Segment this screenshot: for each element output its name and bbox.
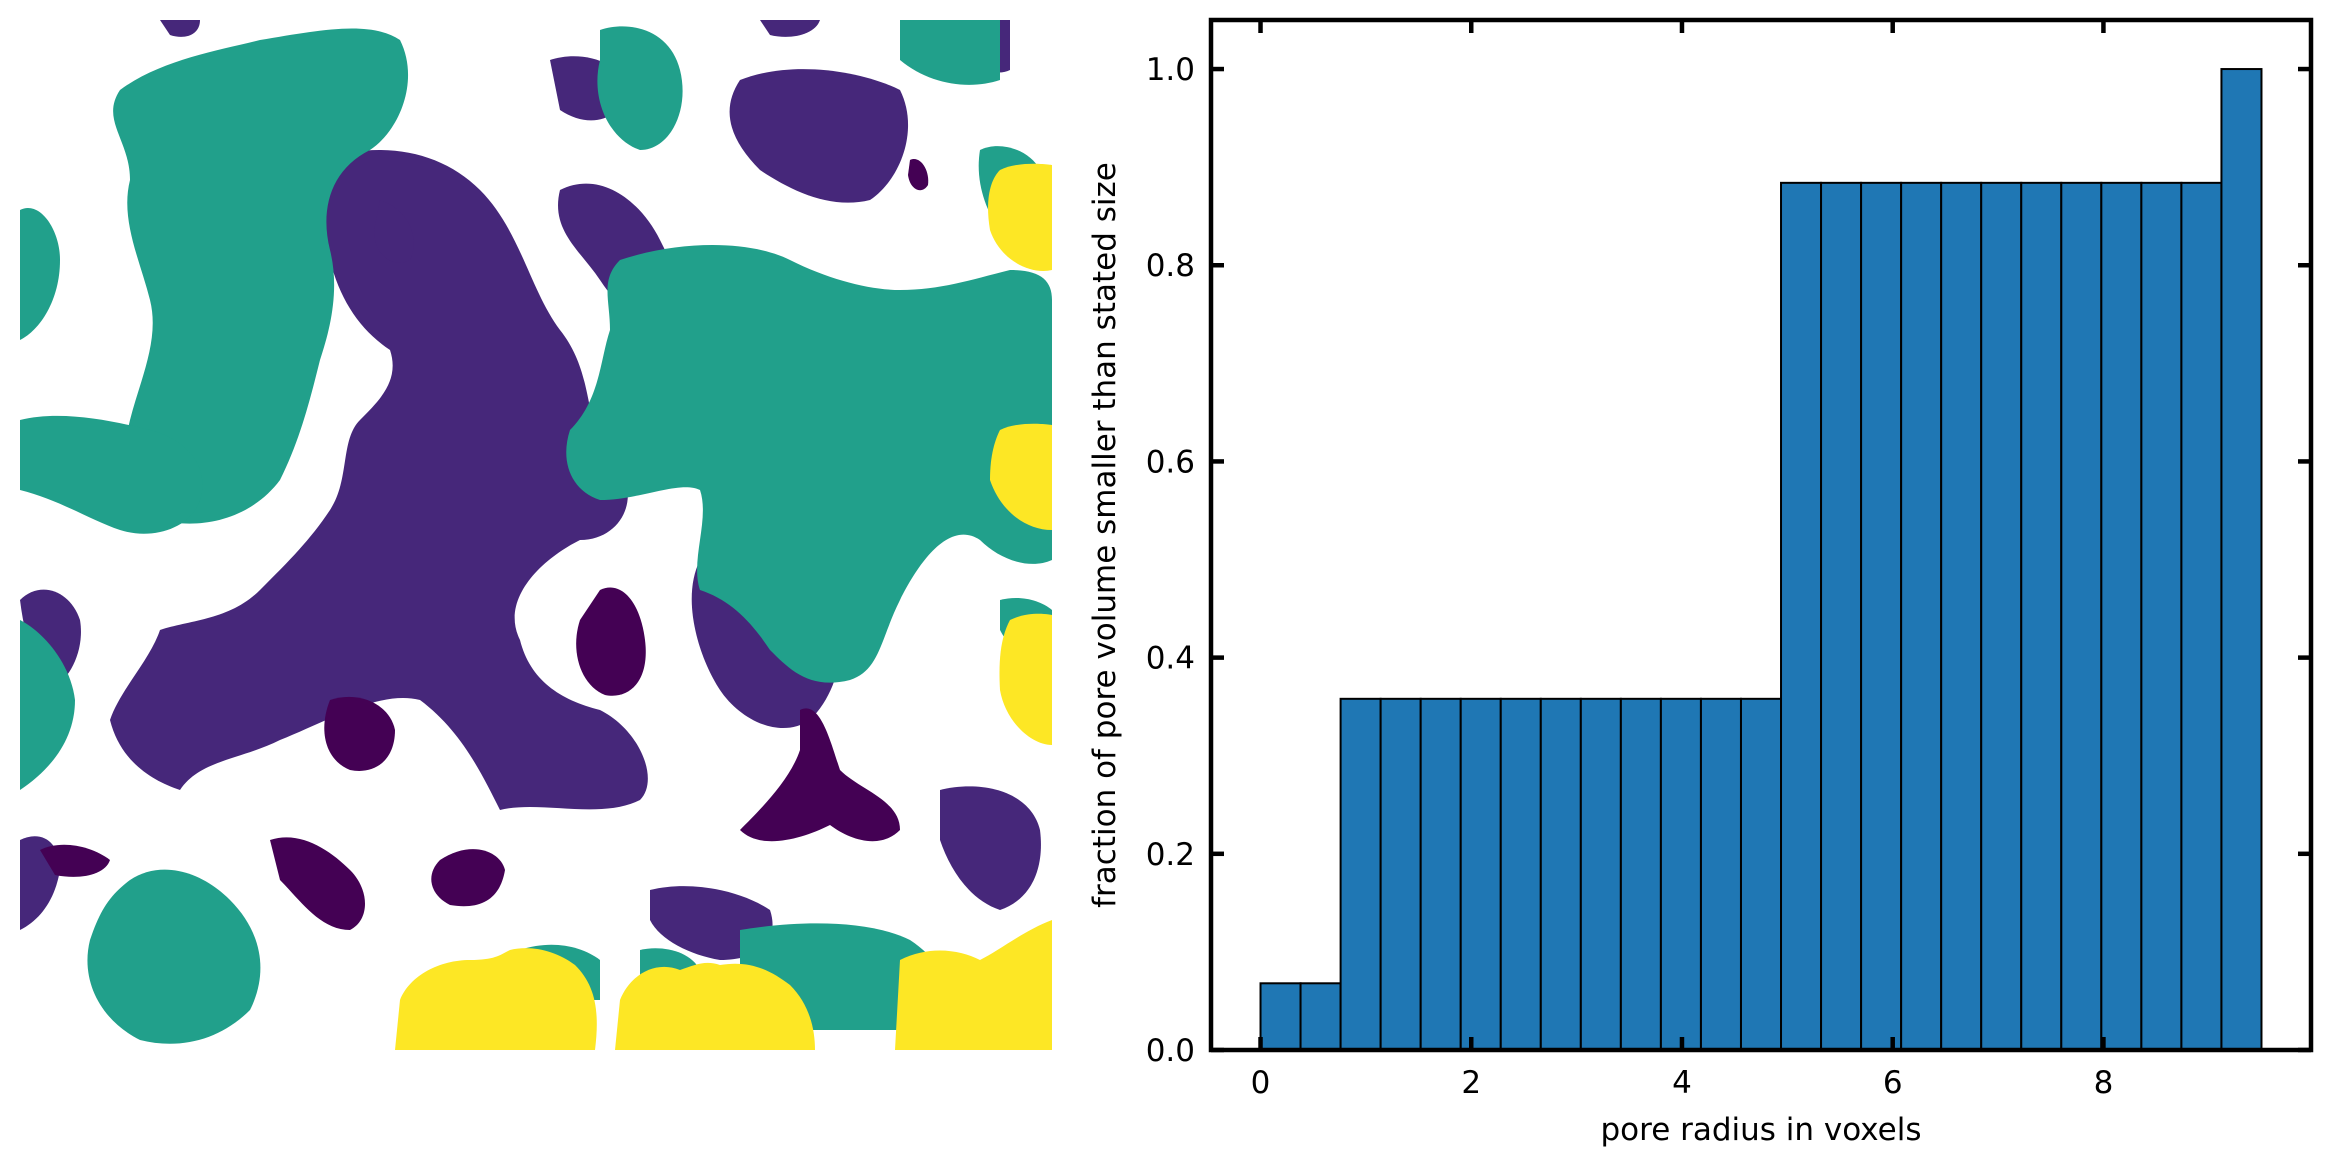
bar-4	[1419, 697, 1462, 1051]
bar-18	[1980, 181, 2023, 1052]
bar-23	[2180, 181, 2223, 1052]
bar-16	[1900, 181, 1943, 1052]
bar-8	[1579, 697, 1622, 1051]
bar-3	[1379, 697, 1422, 1051]
y-tick-label: 0.2	[1146, 837, 1195, 873]
x-tick-label: 4	[1672, 1065, 1692, 1101]
y-tick-label: 0.0	[1146, 1033, 1195, 1069]
bar-6	[1499, 697, 1542, 1051]
pore-region-level-4	[395, 163, 1052, 1050]
bar-2	[1339, 697, 1382, 1051]
x-tick-label: 2	[1461, 1065, 1481, 1101]
bar-11	[1699, 697, 1742, 1051]
bars	[1259, 68, 2263, 1052]
x-tick-label: 0	[1251, 1065, 1271, 1101]
y-axis-ticks: 0.0 0.2 0.4 0.6 0.8 1.0	[1146, 52, 2311, 1069]
x-axis-label: pore radius in voxels	[1600, 1112, 1921, 1148]
x-tick-label: 8	[2094, 1065, 2114, 1101]
bar-20	[2060, 181, 2103, 1052]
y-tick-label: 0.4	[1146, 641, 1195, 677]
y-tick-label: 0.8	[1146, 248, 1195, 284]
y-axis-label: fraction of pore volume smaller than sta…	[1087, 162, 1123, 908]
bar-15	[1860, 181, 1903, 1052]
pore-region-level-3	[20, 20, 1052, 1044]
bar-22	[2140, 181, 2183, 1052]
bar-24	[2220, 68, 2263, 1052]
y-tick-label: 1.0	[1146, 52, 1195, 88]
bar-10	[1659, 697, 1702, 1051]
bar-14	[1820, 181, 1863, 1052]
bar-1	[1299, 982, 1342, 1051]
x-axis-ticks: 0 2 4 6 8	[1251, 20, 2114, 1101]
bar-13	[1780, 181, 1823, 1052]
bar-7	[1539, 697, 1582, 1051]
pore-size-map-image	[20, 20, 1052, 1050]
bar-9	[1619, 697, 1662, 1051]
bar-17	[1940, 181, 1983, 1052]
bar-19	[2020, 181, 2063, 1052]
bar-21	[2100, 181, 2143, 1052]
bar-0	[1259, 982, 1302, 1051]
bar-12	[1739, 697, 1783, 1051]
pore-region-level-1	[40, 159, 929, 930]
plot-frame	[1208, 17, 2314, 1053]
x-tick-label: 6	[1883, 1065, 1903, 1101]
bar-5	[1459, 697, 1502, 1051]
y-tick-label: 0.6	[1146, 444, 1195, 480]
cumulative-pore-volume-chart: 0 2 4 6 8 0.0 0.2 0.4 0.6 0.8 1.0 pore radius in …	[1087, 17, 2314, 1148]
